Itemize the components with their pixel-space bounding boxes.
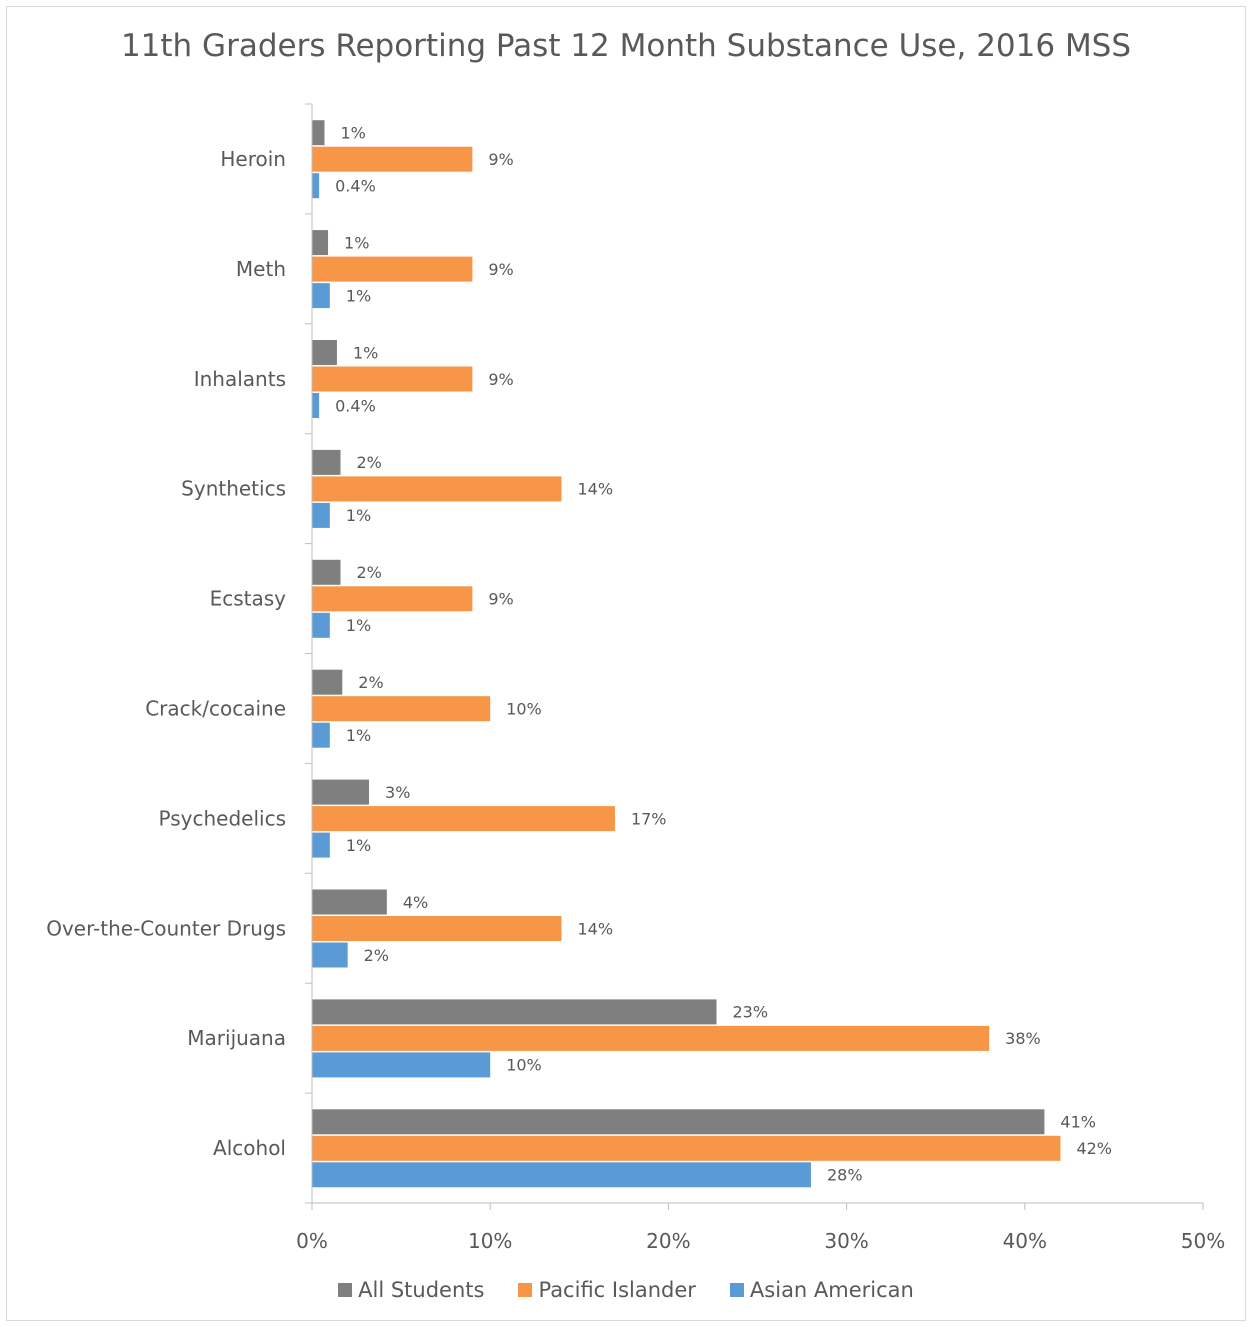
bar [312, 1025, 990, 1051]
bar [312, 283, 330, 309]
data-label: 38% [1005, 1029, 1041, 1048]
x-tick-label: 40% [1003, 1229, 1047, 1253]
bar [312, 476, 562, 502]
data-label: 1% [346, 616, 371, 635]
category-label: Psychedelics [159, 806, 286, 830]
x-tick-label: 20% [646, 1229, 690, 1253]
category-label: Synthetics [181, 477, 286, 501]
data-label: 4% [403, 893, 428, 912]
bar [312, 173, 320, 199]
category-label: Heroin [220, 147, 286, 171]
data-label: 10% [506, 1056, 542, 1075]
bar [312, 120, 325, 146]
bar [312, 340, 337, 365]
data-label: 10% [506, 699, 542, 718]
legend-label: Pacific Islander [538, 1278, 696, 1302]
data-label: 42% [1076, 1139, 1112, 1158]
bar [312, 1162, 811, 1188]
x-tick-label: 10% [468, 1229, 512, 1253]
bar [312, 779, 370, 805]
data-label: 0.4% [335, 396, 376, 415]
data-label: 1% [340, 123, 365, 142]
data-label: 14% [577, 919, 613, 938]
legend-item: Pacific Islander [518, 1278, 696, 1302]
bar [312, 586, 473, 612]
data-label: 2% [357, 453, 382, 472]
bar [312, 916, 562, 941]
data-label: 14% [577, 480, 613, 499]
legend-swatch [518, 1283, 533, 1297]
bar [312, 393, 320, 418]
category-label: Over-the-Counter Drugs [46, 916, 286, 940]
bar [312, 502, 330, 528]
legend-item: Asian American [729, 1278, 914, 1302]
bar [312, 612, 330, 638]
bar [312, 230, 329, 256]
x-tick-label: 0% [296, 1229, 328, 1253]
data-label: 1% [346, 726, 371, 745]
category-label: Alcohol [213, 1136, 286, 1160]
data-label: 9% [488, 590, 513, 609]
legend-label: Asian American [749, 1278, 914, 1302]
bar [312, 1052, 491, 1078]
data-label: 3% [385, 783, 410, 802]
bar [312, 669, 343, 695]
bar [312, 806, 615, 832]
data-label: 9% [488, 150, 513, 169]
legend-label: All Students [358, 1278, 485, 1302]
category-label: Marijuana [187, 1026, 286, 1050]
legend-swatch [729, 1283, 744, 1297]
bar [312, 1109, 1045, 1135]
legend-item: All Students [338, 1278, 484, 1302]
bar [312, 1135, 1061, 1161]
data-label: 17% [631, 809, 667, 828]
category-label: Inhalants [194, 367, 286, 391]
data-label: 1% [346, 286, 371, 305]
bar [312, 696, 491, 722]
bar [312, 559, 341, 585]
bar [312, 366, 473, 392]
bar [312, 999, 717, 1025]
legend: All Students Pacific Islander Asian Americ… [0, 1278, 1252, 1302]
bar [312, 146, 473, 172]
data-label: 2% [358, 673, 383, 692]
data-label: 2% [364, 946, 389, 965]
legend-swatch [338, 1283, 353, 1297]
data-label: 9% [488, 260, 513, 279]
chart-frame [6, 6, 1246, 1321]
category-label: Ecstasy [210, 587, 287, 611]
x-tick-label: 30% [824, 1229, 868, 1253]
data-label: 2% [357, 563, 382, 582]
data-label: 23% [733, 1003, 769, 1022]
data-label: 1% [353, 343, 378, 362]
data-label: 9% [488, 370, 513, 389]
data-label: 1% [344, 233, 369, 252]
category-label: Crack/cocaine [145, 696, 286, 720]
data-label: 1% [346, 506, 371, 525]
data-label: 28% [827, 1166, 863, 1185]
bar [312, 256, 473, 282]
category-label: Meth [236, 257, 286, 281]
data-label: 0.4% [335, 176, 376, 195]
x-tick-label: 50% [1181, 1229, 1225, 1253]
bar [312, 832, 330, 858]
data-label: 41% [1060, 1113, 1096, 1132]
bar [312, 889, 387, 915]
chart-title: 11th Graders Reporting Past 12 Month Sub… [120, 28, 1132, 64]
bar [312, 942, 348, 968]
bar [312, 449, 341, 475]
bar [312, 722, 330, 748]
data-label: 1% [346, 836, 371, 855]
